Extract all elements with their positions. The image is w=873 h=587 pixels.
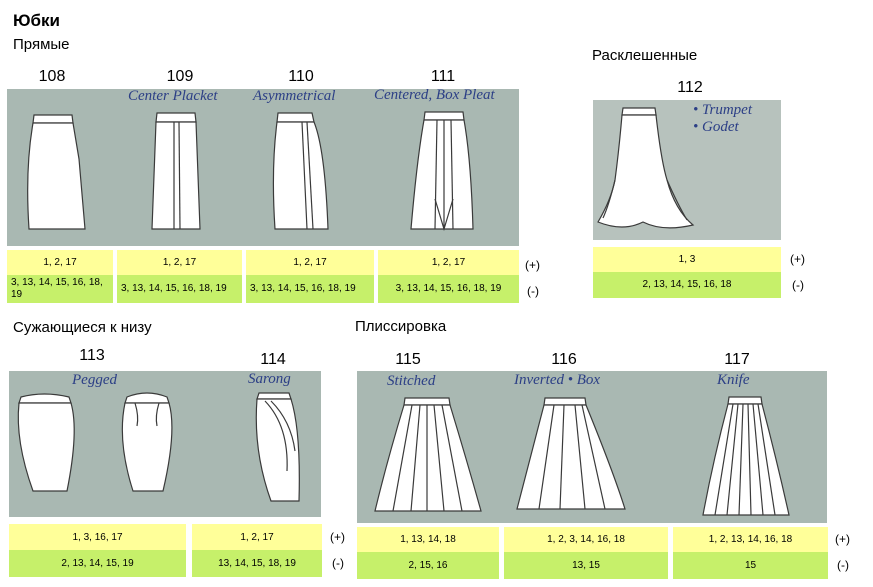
- straight-skirt-drawings: [27, 111, 474, 232]
- caption-112-trumpet: • Trumpet: [693, 102, 753, 118]
- caption-111: Centered, Box Pleat: [374, 87, 495, 103]
- skirt-number-113: 113: [79, 347, 105, 364]
- plus-sign-tapered: (+): [330, 530, 345, 544]
- caption-112: • Trumpet • Godet: [693, 102, 752, 136]
- skirt-114-minus-cell: 13, 14, 15, 18, 19: [192, 550, 322, 577]
- group-heading-pleated: Плиссировка: [355, 318, 447, 335]
- plus-sign-flared: (+): [790, 252, 805, 266]
- pleated-skirt-drawings: [374, 396, 790, 516]
- skirt-110-minus-cell: 3, 13, 14, 15, 16, 18, 19: [246, 275, 374, 303]
- skirt-111-minus-cell: 3, 13, 14, 15, 16, 18, 19: [378, 275, 519, 303]
- caption-115: Stitched: [387, 373, 436, 389]
- skirt-110-drawing: [272, 112, 329, 230]
- skirt-113-drawing: [17, 392, 173, 492]
- minus-sign-straight: (-): [527, 284, 539, 298]
- skirt-117-minus-cell: 15: [673, 552, 828, 579]
- skirt-115-minus-cell: 2, 15, 16: [357, 552, 499, 579]
- skirt-114-plus-cell: 1, 2, 17: [192, 524, 322, 550]
- skirt-number-108: 108: [38, 68, 66, 85]
- skirt-number-116: 116: [551, 351, 577, 368]
- caption-113: Pegged: [72, 372, 117, 388]
- plus-sign-straight: (+): [525, 258, 540, 272]
- group-heading-straight: Прямые: [13, 36, 70, 53]
- skirt-114-drawing: [255, 392, 300, 502]
- group-heading-tapered: Сужающиеся к низу: [13, 319, 152, 336]
- skirt-number-114: 114: [260, 351, 286, 368]
- minus-sign-pleated: (-): [837, 558, 849, 572]
- skirt-108-drawing: [27, 114, 86, 230]
- skirt-108-plus-cell: 1, 2, 17: [7, 250, 113, 275]
- skirt-112-minus-cell: 2, 13, 14, 15, 16, 18: [593, 272, 781, 298]
- skirt-115-plus-cell: 1, 13, 14, 18: [357, 527, 499, 552]
- minus-sign-tapered: (-): [332, 556, 344, 570]
- skirt-112-drawing: [597, 107, 695, 229]
- skirt-111-plus-cell: 1, 2, 17: [378, 250, 519, 275]
- skirt-108-minus-cell: 3, 13, 14, 15, 16, 18, 19: [7, 275, 113, 303]
- caption-116: Inverted • Box: [514, 372, 601, 388]
- minus-sign-flared: (-): [792, 278, 804, 292]
- page-title: Юбки: [13, 11, 60, 30]
- skirt-116-drawing: [516, 397, 626, 510]
- group-heading-flared: Расклешенные: [592, 47, 698, 64]
- skirt-111-drawing: [410, 111, 474, 232]
- caption-109: Center Placket: [128, 88, 218, 104]
- skirt-number-111: 111: [430, 68, 456, 85]
- skirt-number-117: 117: [724, 351, 750, 368]
- skirt-109-minus-cell: 3, 13, 14, 15, 16, 18, 19: [117, 275, 242, 303]
- skirt-109-plus-cell: 1, 2, 17: [117, 250, 242, 275]
- skirt-117-drawing: [702, 396, 790, 516]
- caption-110: Asymmetrical: [253, 88, 336, 104]
- skirt-number-112: 112: [677, 79, 703, 96]
- skirt-117-plus-cell: 1, 2, 13, 14, 16, 18: [673, 527, 828, 552]
- caption-114: Sarong: [248, 371, 291, 387]
- skirt-number-109: 109: [166, 68, 194, 85]
- plus-sign-pleated: (+): [835, 532, 850, 546]
- skirt-113-minus-cell: 2, 13, 14, 15, 19: [9, 550, 186, 577]
- skirt-number-115: 115: [395, 351, 421, 368]
- skirt-110-plus-cell: 1, 2, 17: [246, 250, 374, 275]
- skirt-113-plus-cell: 1, 3, 16, 17: [9, 524, 186, 550]
- skirt-116-plus-cell: 1, 2, 3, 14, 16, 18: [504, 527, 668, 552]
- caption-112-godet: • Godet: [693, 119, 739, 135]
- skirt-112-plus-cell: 1, 3: [593, 247, 781, 272]
- skirt-116-minus-cell: 13, 15: [504, 552, 668, 579]
- skirt-109-drawing: [151, 112, 201, 230]
- skirt-number-110: 110: [288, 68, 314, 85]
- skirt-113-114-drawings: [17, 392, 300, 502]
- caption-117: Knife: [717, 372, 750, 388]
- skirt-115-drawing: [374, 397, 482, 512]
